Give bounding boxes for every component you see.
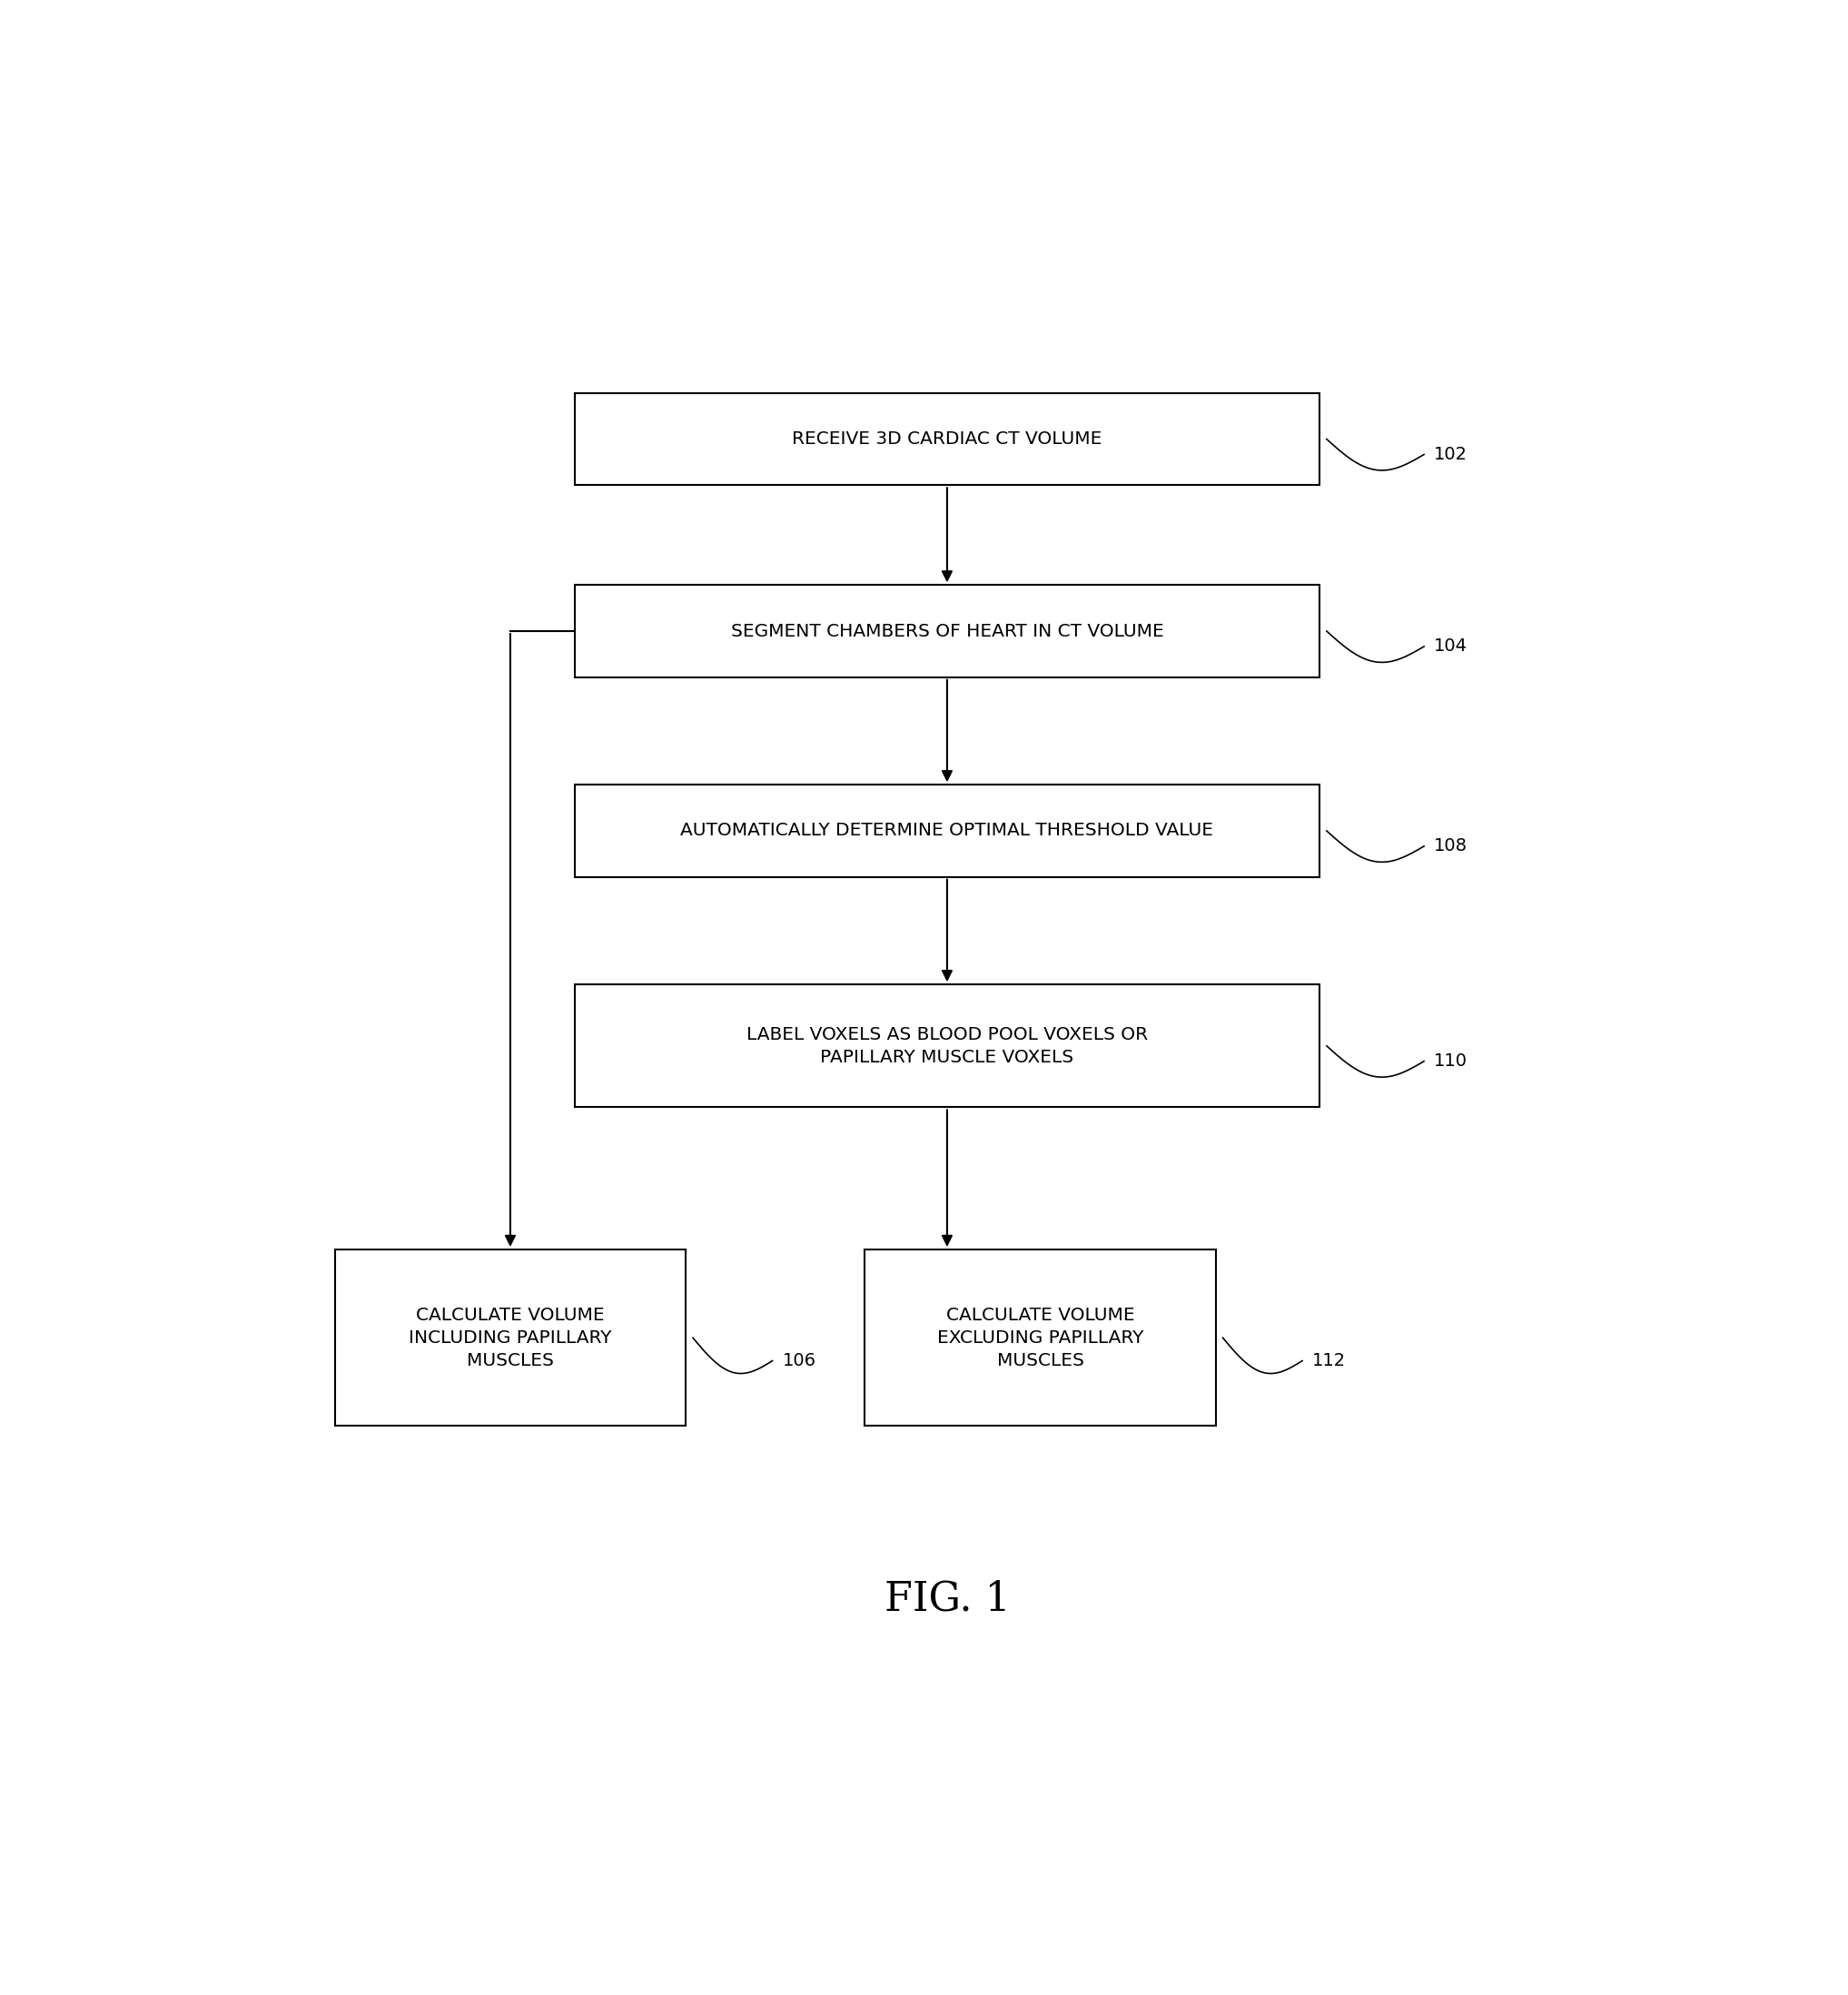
- FancyBboxPatch shape: [575, 585, 1319, 676]
- Text: 108: 108: [1434, 838, 1467, 854]
- FancyBboxPatch shape: [334, 1249, 686, 1426]
- Text: RECEIVE 3D CARDIAC CT VOLUME: RECEIVE 3D CARDIAC CT VOLUME: [793, 431, 1101, 447]
- Text: SEGMENT CHAMBERS OF HEART IN CT VOLUME: SEGMENT CHAMBERS OF HEART IN CT VOLUME: [730, 622, 1164, 640]
- Text: LABEL VOXELS AS BLOOD POOL VOXELS OR
PAPILLARY MUSCLE VOXELS: LABEL VOXELS AS BLOOD POOL VOXELS OR PAP…: [747, 1025, 1148, 1065]
- FancyBboxPatch shape: [575, 393, 1319, 485]
- Text: CALCULATE VOLUME
INCLUDING PAPILLARY
MUSCLES: CALCULATE VOLUME INCLUDING PAPILLARY MUS…: [408, 1307, 612, 1369]
- Text: 110: 110: [1434, 1053, 1467, 1069]
- Text: 106: 106: [782, 1353, 817, 1369]
- FancyBboxPatch shape: [575, 784, 1319, 878]
- FancyBboxPatch shape: [865, 1249, 1216, 1426]
- Text: 102: 102: [1434, 445, 1467, 463]
- Text: 112: 112: [1312, 1353, 1345, 1369]
- Text: 104: 104: [1434, 638, 1467, 654]
- Text: FIG. 1: FIG. 1: [883, 1580, 1011, 1618]
- Text: AUTOMATICALLY DETERMINE OPTIMAL THRESHOLD VALUE: AUTOMATICALLY DETERMINE OPTIMAL THRESHOL…: [680, 822, 1214, 840]
- FancyBboxPatch shape: [575, 984, 1319, 1107]
- Text: CALCULATE VOLUME
EXCLUDING PAPILLARY
MUSCLES: CALCULATE VOLUME EXCLUDING PAPILLARY MUS…: [937, 1307, 1144, 1369]
